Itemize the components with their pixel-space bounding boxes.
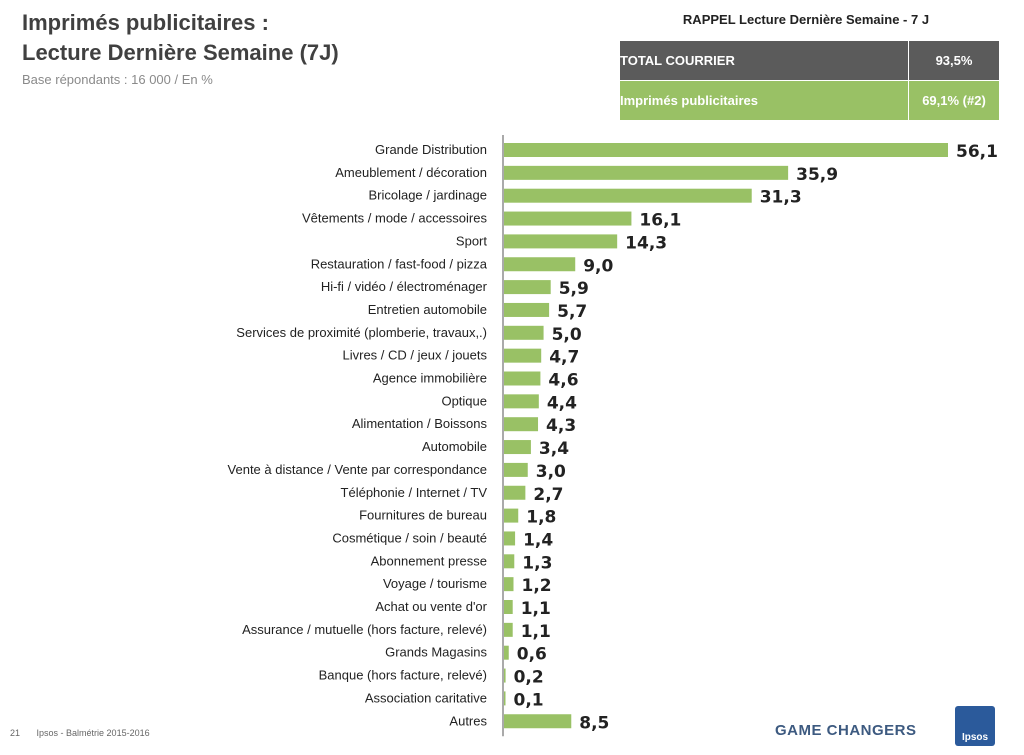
recall-row-imprimes: Imprimés publicitaires 69,1% (#2) — [619, 80, 1000, 121]
bar — [504, 554, 515, 569]
source-text: Ipsos - Balmétrie 2015-2016 — [36, 728, 150, 738]
category-label: Fournitures de bureau — [359, 508, 487, 523]
value-label: 16,1 — [639, 211, 681, 231]
bar — [504, 440, 531, 455]
ipsos-logo: Ipsos — [955, 706, 995, 746]
bar — [504, 371, 541, 386]
category-label: Agence immobilière — [373, 371, 487, 386]
category-label: Restauration / fast-food / pizza — [311, 256, 488, 271]
bar — [504, 508, 519, 523]
bar — [504, 211, 632, 226]
recall-row-label: TOTAL COURRIER — [619, 40, 909, 81]
category-label: Grands Magasins — [385, 645, 487, 660]
category-label: Téléphonie / Internet / TV — [341, 485, 488, 500]
category-label: Autres — [449, 713, 487, 728]
category-label: Bricolage / jardinage — [368, 188, 487, 203]
category-label: Automobile — [422, 439, 487, 454]
bar — [504, 645, 509, 660]
page-subtitle: Base répondants : 16 000 / En % — [22, 72, 213, 87]
category-label: Entretien automobile — [368, 302, 487, 317]
category-label: Voyage / tourisme — [383, 576, 487, 591]
page-title-line2: Lecture Dernière Semaine (7J) — [22, 40, 339, 65]
recall-row-total: TOTAL COURRIER 93,5% — [619, 40, 1000, 81]
value-label: 4,7 — [549, 348, 579, 368]
category-label: Sport — [456, 233, 487, 248]
bar — [504, 691, 506, 706]
value-label: 1,1 — [521, 622, 551, 642]
value-label: 1,4 — [523, 530, 553, 550]
bar — [504, 348, 542, 363]
category-label: Vente à distance / Vente par corresponda… — [228, 462, 487, 477]
value-label: 4,4 — [547, 393, 577, 413]
bar — [504, 280, 551, 295]
value-label: 5,0 — [552, 325, 582, 345]
value-label: 9,0 — [583, 256, 613, 276]
category-label: Abonnement presse — [371, 553, 487, 568]
recall-row-label: Imprimés publicitaires — [619, 80, 909, 121]
page-title-line1: Imprimés publicitaires : — [22, 10, 269, 35]
bar — [504, 165, 789, 180]
value-label: 1,3 — [522, 553, 552, 573]
game-changers-tagline: GAME CHANGERS — [775, 722, 917, 739]
bar — [504, 234, 618, 249]
value-label: 1,1 — [521, 599, 551, 619]
bar — [504, 394, 539, 409]
bar — [504, 325, 544, 340]
value-label: 3,4 — [539, 439, 569, 459]
value-label: 35,9 — [796, 165, 838, 185]
bar — [504, 622, 513, 637]
category-label: Association caritative — [365, 690, 487, 705]
bar — [504, 257, 576, 272]
category-label: Achat ou vente d'or — [375, 599, 487, 614]
value-label: 8,5 — [579, 713, 609, 733]
category-label: Cosmétique / soin / beauté — [332, 530, 487, 545]
bar — [504, 577, 514, 592]
category-label: Assurance / mutuelle (hors facture, rele… — [242, 622, 487, 637]
bar — [504, 485, 526, 500]
bar — [504, 188, 752, 203]
recall-row-value: 69,1% (#2) — [908, 80, 1000, 121]
category-label: Services de proximité (plomberie, travau… — [236, 325, 487, 340]
value-label: 2,7 — [533, 485, 563, 505]
recall-row-value: 93,5% — [908, 40, 1000, 81]
bar — [504, 143, 948, 157]
category-label: Hi-fi / vidéo / électroménager — [321, 279, 488, 294]
value-label: 4,3 — [546, 416, 576, 436]
value-label: 31,3 — [760, 188, 802, 208]
value-label: 1,2 — [521, 576, 551, 596]
bar — [504, 600, 513, 614]
category-label: Optique — [441, 393, 487, 408]
bar — [504, 668, 506, 683]
value-label: 3,0 — [536, 462, 566, 482]
value-label: 0,1 — [514, 690, 544, 710]
recall-title: RAPPEL Lecture Dernière Semaine - 7 J — [682, 12, 930, 27]
value-label: 0,6 — [517, 645, 547, 665]
value-label: 4,6 — [548, 371, 578, 391]
category-label: Banque (hors facture, relevé) — [319, 668, 487, 683]
bar — [504, 714, 572, 729]
page-number: 21 — [10, 728, 21, 738]
value-label: 5,9 — [559, 279, 589, 299]
bar — [504, 302, 550, 317]
footer-left: 21 Ipsos - Balmétrie 2015-2016 — [10, 728, 164, 738]
value-label: 56,1 — [956, 142, 998, 162]
value-label: 14,3 — [625, 233, 667, 253]
value-label: 0,2 — [514, 668, 544, 688]
category-label: Vêtements / mode / accessoires — [302, 211, 487, 226]
value-label: 5,7 — [557, 302, 587, 322]
recall-table: TOTAL COURRIER 93,5% Imprimés publicitai… — [619, 40, 1000, 121]
bar — [504, 417, 539, 432]
bar — [504, 462, 528, 477]
bar — [504, 531, 516, 546]
logo-text: Ipsos — [961, 732, 989, 743]
category-label: Alimentation / Boissons — [352, 416, 488, 431]
category-label: Grande Distribution — [375, 142, 487, 157]
category-label: Livres / CD / jeux / jouets — [343, 348, 488, 363]
category-label: Ameublement / décoration — [335, 165, 487, 180]
value-label: 1,8 — [526, 508, 556, 528]
